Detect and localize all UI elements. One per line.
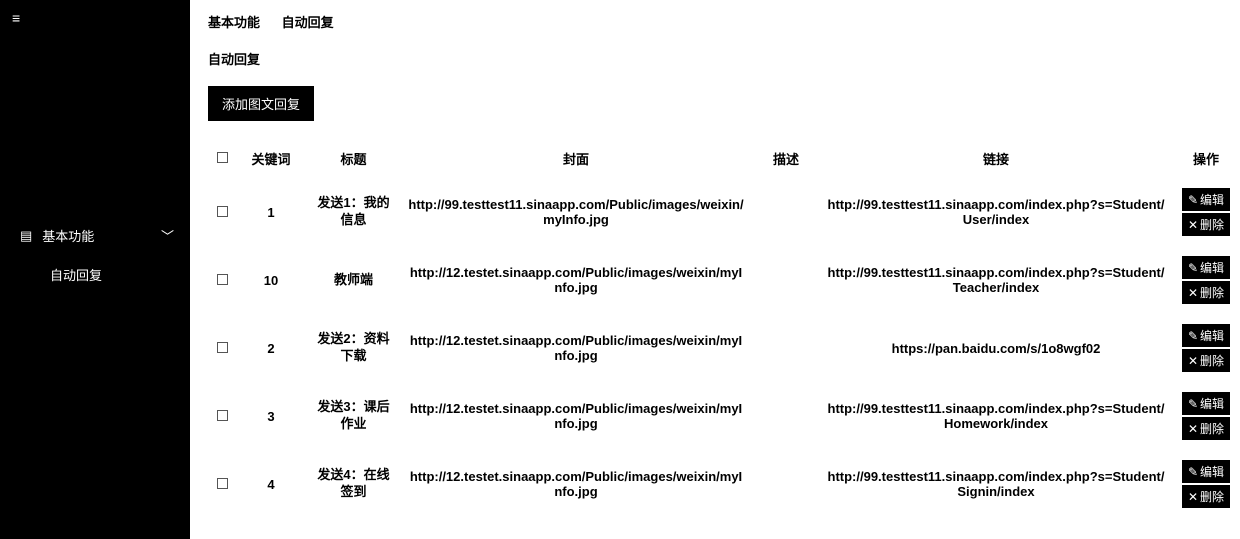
cell-title: 发送3：课后作业 [306, 382, 401, 450]
edit-label: 编辑 [1200, 327, 1224, 344]
cell-title: 发送2：资料下载 [306, 314, 401, 382]
cell-action: ✎编辑✕删除 [1171, 450, 1240, 518]
col-desc: 描述 [751, 139, 821, 178]
edit-button[interactable]: ✎编辑 [1182, 188, 1230, 211]
delete-label: 删除 [1200, 216, 1224, 233]
select-all-checkbox[interactable] [217, 152, 228, 163]
delete-label: 删除 [1200, 284, 1224, 301]
cell-cover: http://12.testet.sinaapp.com/Public/imag… [401, 382, 751, 450]
pencil-icon: ✎ [1188, 397, 1198, 411]
cell-keyword: 4 [236, 450, 306, 518]
close-icon: ✕ [1188, 286, 1198, 300]
cell-link: http://99.testtest11.sinaapp.com/index.p… [821, 450, 1171, 518]
row-checkbox[interactable] [217, 206, 228, 217]
sidebar-top: ≡ [0, 0, 190, 36]
cell-desc [751, 450, 821, 518]
cell-title: 发送1：我的信息 [306, 178, 401, 246]
cell-title: 发送4：在线签到 [306, 450, 401, 518]
col-keyword: 关键词 [236, 139, 306, 178]
cell-desc [751, 382, 821, 450]
table-row: 4发送4：在线签到http://12.testet.sinaapp.com/Pu… [208, 450, 1240, 518]
sidebar-item-auto-reply[interactable]: 自动回复 [0, 255, 190, 294]
table-row: 1发送1：我的信息http://99.testtest11.sinaapp.co… [208, 178, 1240, 246]
breadcrumb-a[interactable]: 基本功能 [208, 15, 260, 30]
cell-desc [751, 246, 821, 314]
cell-link: http://99.testtest11.sinaapp.com/index.p… [821, 382, 1171, 450]
cell-action: ✎编辑✕删除 [1171, 178, 1240, 246]
pencil-icon: ✎ [1188, 465, 1198, 479]
cell-keyword: 3 [236, 382, 306, 450]
col-cover: 封面 [401, 139, 751, 178]
cell-action: ✎编辑✕删除 [1171, 314, 1240, 382]
cell-link: http://99.testtest11.sinaapp.com/index.p… [821, 246, 1171, 314]
cell-desc [751, 178, 821, 246]
cell-keyword: 2 [236, 314, 306, 382]
sidebar-sub-label: 自动回复 [50, 268, 102, 283]
cell-link: http://99.testtest11.sinaapp.com/index.p… [821, 178, 1171, 246]
cell-action: ✎编辑✕删除 [1171, 382, 1240, 450]
cell-action: ✎编辑✕删除 [1171, 246, 1240, 314]
list-icon: ▤ [20, 228, 32, 244]
row-checkbox[interactable] [217, 274, 228, 285]
row-checkbox[interactable] [217, 478, 228, 489]
delete-button[interactable]: ✕删除 [1182, 349, 1230, 372]
add-reply-button[interactable]: 添加图文回复 [208, 86, 314, 121]
menu-icon[interactable]: ≡ [12, 10, 20, 26]
delete-label: 删除 [1200, 488, 1224, 505]
row-checkbox[interactable] [217, 342, 228, 353]
col-link: 链接 [821, 139, 1171, 178]
table-row: 2发送2：资料下载http://12.testet.sinaapp.com/Pu… [208, 314, 1240, 382]
pencil-icon: ✎ [1188, 329, 1198, 343]
edit-label: 编辑 [1200, 191, 1224, 208]
breadcrumb: 基本功能 自动回复 [208, 8, 1240, 49]
edit-button[interactable]: ✎编辑 [1182, 324, 1230, 347]
delete-button[interactable]: ✕删除 [1182, 281, 1230, 304]
table-header: 关键词 标题 封面 描述 链接 操作 [208, 139, 1240, 178]
edit-button[interactable]: ✎编辑 [1182, 392, 1230, 415]
pencil-icon: ✎ [1188, 193, 1198, 207]
table-row: 3发送3：课后作业http://12.testet.sinaapp.com/Pu… [208, 382, 1240, 450]
delete-label: 删除 [1200, 352, 1224, 369]
delete-button[interactable]: ✕删除 [1182, 485, 1230, 508]
close-icon: ✕ [1188, 422, 1198, 436]
cell-cover: http://12.testet.sinaapp.com/Public/imag… [401, 450, 751, 518]
breadcrumb-b[interactable]: 自动回复 [282, 15, 334, 30]
edit-label: 编辑 [1200, 395, 1224, 412]
cell-cover: http://12.testet.sinaapp.com/Public/imag… [401, 314, 751, 382]
cell-title: 教师端 [306, 246, 401, 314]
close-icon: ✕ [1188, 218, 1198, 232]
content: 基本功能 自动回复 自动回复 添加图文回复 关键词 标题 封面 描述 链接 操作… [190, 0, 1240, 539]
chevron-down-icon: ﹀ [161, 226, 174, 245]
sidebar-item-basic[interactable]: ▤ 基本功能 ﹀ [0, 216, 190, 255]
edit-label: 编辑 [1200, 463, 1224, 480]
edit-button[interactable]: ✎编辑 [1182, 256, 1230, 279]
cell-keyword: 10 [236, 246, 306, 314]
delete-button[interactable]: ✕删除 [1182, 213, 1230, 236]
col-title: 标题 [306, 139, 401, 178]
cell-keyword: 1 [236, 178, 306, 246]
delete-label: 删除 [1200, 420, 1224, 437]
table-row: 10教师端http://12.testet.sinaapp.com/Public… [208, 246, 1240, 314]
sidebar-item-label: 基本功能 [42, 226, 94, 245]
pencil-icon: ✎ [1188, 261, 1198, 275]
sidebar: ≡ ▤ 基本功能 ﹀ 自动回复 [0, 0, 190, 539]
delete-button[interactable]: ✕删除 [1182, 417, 1230, 440]
section-title: 自动回复 [208, 49, 1240, 68]
cell-cover: http://12.testet.sinaapp.com/Public/imag… [401, 246, 751, 314]
reply-table: 关键词 标题 封面 描述 链接 操作 1发送1：我的信息http://99.te… [208, 139, 1240, 518]
edit-label: 编辑 [1200, 259, 1224, 276]
cell-link: https://pan.baidu.com/s/1o8wgf02 [821, 314, 1171, 382]
close-icon: ✕ [1188, 354, 1198, 368]
cell-cover: http://99.testtest11.sinaapp.com/Public/… [401, 178, 751, 246]
col-action: 操作 [1171, 139, 1240, 178]
row-checkbox[interactable] [217, 410, 228, 421]
edit-button[interactable]: ✎编辑 [1182, 460, 1230, 483]
close-icon: ✕ [1188, 490, 1198, 504]
cell-desc [751, 314, 821, 382]
